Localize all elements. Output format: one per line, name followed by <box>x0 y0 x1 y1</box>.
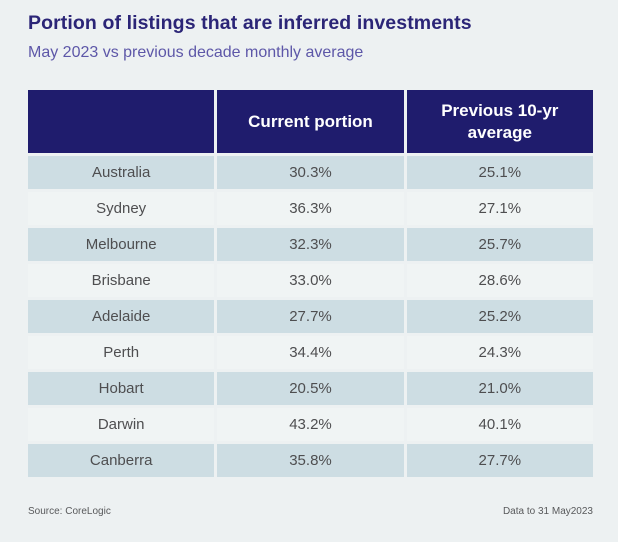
page-subtitle: May 2023 vs previous decade monthly aver… <box>28 44 364 61</box>
current-portion-cell: 34.4% <box>217 336 404 369</box>
previous-average-cell: 25.7% <box>406 228 593 261</box>
previous-average-cell: 21.0% <box>406 372 593 405</box>
row-label-cell: Canberra <box>28 444 215 477</box>
current-portion-cell: 33.0% <box>217 264 404 297</box>
current-portion-cell: 32.3% <box>217 228 404 261</box>
corner-cell <box>28 90 215 153</box>
previous-average-cell: 25.2% <box>406 300 593 333</box>
data-table: Current portion Previous 10-yr average A… <box>28 90 593 477</box>
row-label-cell: Hobart <box>28 372 215 405</box>
page-title: Portion of listings that are inferred in… <box>28 12 472 34</box>
current-portion-cell: 27.7% <box>217 300 404 333</box>
previous-average-header: Previous 10-yr average <box>406 90 593 153</box>
row-label-cell: Brisbane <box>28 264 215 297</box>
current-portion-header: Current portion <box>217 90 404 153</box>
row-label-cell: Sydney <box>28 192 215 225</box>
current-portion-cell: 43.2% <box>217 408 404 441</box>
previous-average-cell: 27.1% <box>406 192 593 225</box>
current-portion-cell: 36.3% <box>217 192 404 225</box>
previous-average-cell: 40.1% <box>406 408 593 441</box>
row-label-cell: Adelaide <box>28 300 215 333</box>
row-label-cell: Perth <box>28 336 215 369</box>
row-label-cell: Melbourne <box>28 228 215 261</box>
current-portion-cell: 20.5% <box>217 372 404 405</box>
previous-average-cell: 28.6% <box>406 264 593 297</box>
data-date-note: Data to 31 May2023 <box>502 506 593 517</box>
source-note: Source: CoreLogic <box>28 506 111 517</box>
current-portion-cell: 35.8% <box>217 444 404 477</box>
row-label-cell: Australia <box>28 156 215 189</box>
current-portion-cell: 30.3% <box>217 156 404 189</box>
previous-average-cell: 24.3% <box>406 336 593 369</box>
row-label-cell: Darwin <box>28 408 215 441</box>
previous-average-cell: 27.7% <box>406 444 593 477</box>
previous-average-cell: 25.1% <box>406 156 593 189</box>
